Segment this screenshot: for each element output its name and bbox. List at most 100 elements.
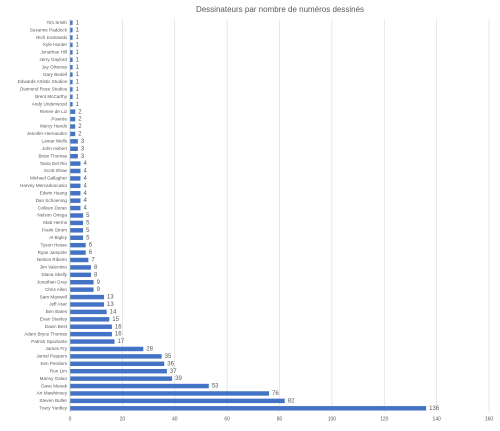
bar [70,42,73,48]
bar [70,161,81,166]
y-tick-label: Al Bigley [49,235,68,240]
data-label: 1 [76,35,80,41]
x-tick-label: 80 [277,416,283,422]
x-tick-label: 100 [328,416,337,422]
bar [70,35,73,40]
bar [70,406,427,411]
x-tick-label: 140 [432,416,441,422]
bar [70,198,81,203]
bar [70,331,112,337]
data-label: 14 [110,309,117,315]
y-tick-label: Lamar Wells [42,139,68,144]
y-tick-label: Jeff Asar [49,302,67,307]
data-label: 1 [76,72,80,78]
y-tick-label: Jay Oliveras [42,64,68,69]
y-tick-label: Marcy Hands [40,124,68,129]
data-label: 1 [76,102,80,108]
data-label: 1 [76,43,80,49]
bar [70,354,162,359]
x-tick-label: 60 [224,416,230,422]
x-tick-label: 0 [69,416,72,422]
data-label: 3 [81,139,85,145]
bar [70,272,91,278]
bar [70,339,115,344]
data-label: 4 [83,176,87,182]
y-tick-label: Colleen Doran [38,205,68,210]
bar [70,50,73,55]
y-tick-label: Renee de Liz [40,109,68,114]
y-tick-label: Matt Herms [43,220,67,225]
bar [70,191,81,196]
y-tick-label: Diana Skelly [41,272,67,277]
bar [70,294,105,300]
y-tick-label: Harvey Mercadoocasio [20,183,67,188]
data-label: 4 [83,191,87,197]
bar [70,324,112,329]
data-label: 4 [83,169,87,175]
y-tick-label: Brian Thomas [38,153,67,158]
bar [70,168,81,174]
data-label: 13 [107,295,114,301]
y-tick-label: Jim Valentino [40,265,68,270]
y-tick-label: Nelson Ortega [37,213,67,218]
data-label: 1 [76,50,80,56]
data-label: 1 [76,87,80,93]
data-label: 2 [78,117,82,123]
y-tick-label: Suzanne Paddock [30,27,68,32]
bar [70,391,270,396]
data-label: 1 [76,20,80,26]
y-tick-label: Chris Allen [45,287,67,292]
y-tick-label: Sam Maxwell [40,294,67,299]
bar [70,124,76,129]
bar [70,265,91,270]
y-tick-label: Dave Manak [41,383,67,388]
y-tick-label: Diamond Rose Studios [20,87,68,92]
y-tick-label: Tracy Yardley [39,406,67,411]
bar [70,317,110,322]
data-label: 16 [115,324,122,330]
bar [70,94,73,100]
y-tick-label: Patrick Spaziante [31,339,67,344]
data-label: 2 [78,132,82,138]
y-tick-label: Scott Shaw [44,168,68,173]
y-tick-label: Nelson Ribeiro [37,257,68,262]
y-tick-label: Ben Bates [46,309,68,314]
y-tick-label: Tyson Hesse [40,242,67,247]
data-label: 136 [429,406,440,412]
y-tick-label: Steven Butler [39,398,67,403]
bar [70,20,73,25]
y-tick-label: Tania Del Rio [40,161,68,166]
y-tick-label: Art Mawhinney [37,391,68,396]
data-label: 3 [81,146,85,152]
y-tick-label: Tim Smith [46,20,67,25]
data-label: 76 [272,391,279,397]
data-label: 8 [94,272,98,278]
data-label: 36 [167,361,174,367]
bar [70,235,84,240]
bar [70,131,76,137]
y-tick-label: Dan Schoening [36,198,68,203]
data-label: 1 [76,80,80,86]
bar [70,242,86,248]
data-label: 4 [83,206,87,212]
bar [70,213,84,218]
y-tick-label: Michael Gallagher [30,176,67,181]
y-tick-label: Kyle Hunter [43,42,67,47]
data-label: 5 [86,235,90,241]
data-label: 53 [212,384,219,390]
y-tick-label: Jerry Gaylord [39,57,67,62]
bar [70,57,73,63]
y-tick-label: James Fry [46,346,68,351]
y-tick-label: Dawn Best [45,324,68,329]
data-label: 9 [97,280,101,286]
data-label: 35 [165,354,172,360]
bar [70,398,285,404]
bar [70,116,76,122]
y-tick-label: Edwin Huang [40,190,68,195]
bar [70,361,165,367]
bar [70,346,144,352]
bar [70,176,81,181]
y-tick-label: Ken Penders [40,361,67,366]
y-tick-label: Evan Stanley [40,317,68,322]
data-label: 37 [170,369,177,375]
